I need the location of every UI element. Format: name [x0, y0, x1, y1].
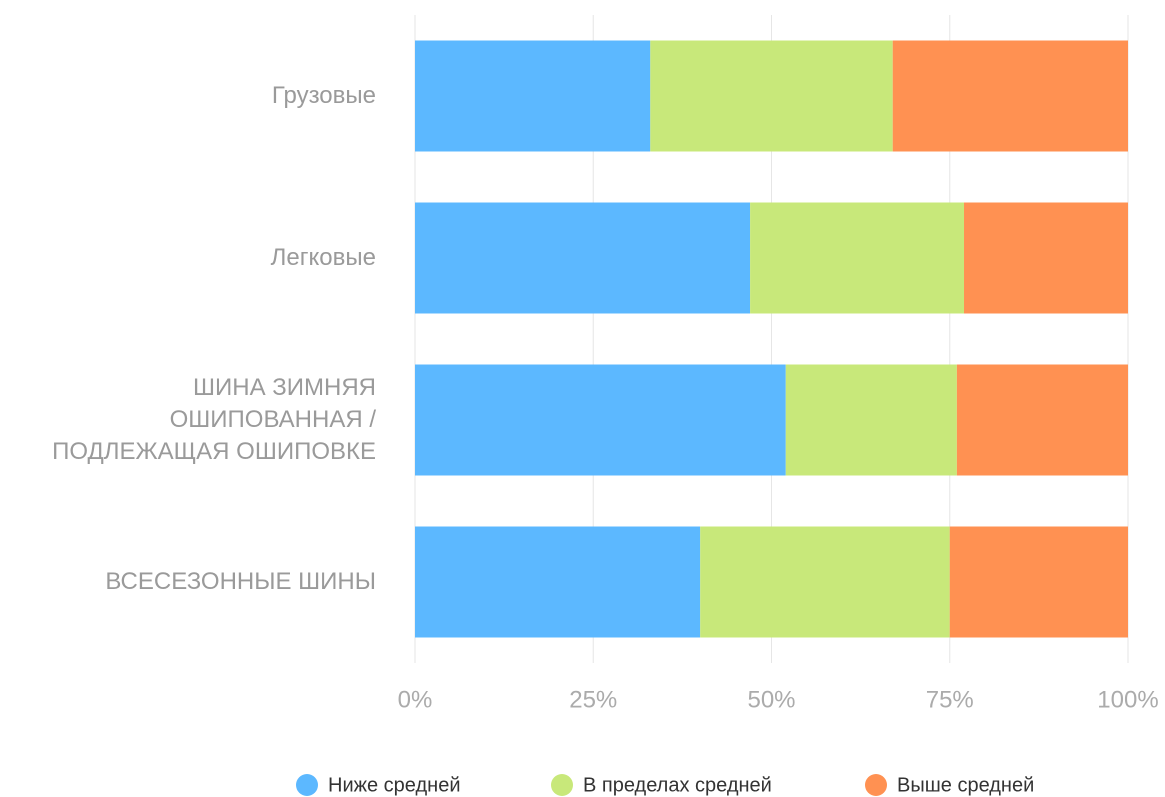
legend-label: Ниже средней — [328, 774, 461, 796]
bar-segment — [964, 202, 1128, 314]
bar-segment — [956, 364, 1128, 476]
bar-segment — [785, 364, 957, 476]
bar-segment — [415, 202, 751, 314]
bar-segment — [650, 40, 893, 152]
x-tick-label: 100% — [1097, 686, 1158, 713]
x-tick-label: 50% — [747, 686, 795, 713]
x-tick-label: 0% — [398, 686, 433, 713]
bar-segment — [415, 526, 701, 638]
bar-segment — [892, 40, 1128, 152]
y-tick-label: Легковые — [270, 244, 376, 271]
bar-segment — [750, 202, 965, 314]
bar-segment — [415, 40, 651, 152]
legend-label: Выше средней — [897, 774, 1034, 796]
x-tick-label: 25% — [569, 686, 617, 713]
legend-label: В пределах средней — [583, 774, 772, 796]
x-tick-label: 75% — [926, 686, 974, 713]
legend-marker — [296, 774, 318, 796]
y-tick-label: ВСЕСЕЗОННЫЕ ШИНЫ — [105, 568, 376, 595]
bar-segment — [949, 526, 1128, 638]
legend-marker — [551, 774, 573, 796]
legend-marker — [865, 774, 887, 796]
bar-segment — [415, 364, 786, 476]
y-tick-label: Грузовые — [271, 82, 376, 109]
y-tick-label: ШИНА ЗИМНЯЯ ОШИПОВАННАЯ / ПОДЛЕЖАЩАЯ ОШИ… — [52, 374, 376, 465]
bar-segment — [700, 526, 950, 638]
